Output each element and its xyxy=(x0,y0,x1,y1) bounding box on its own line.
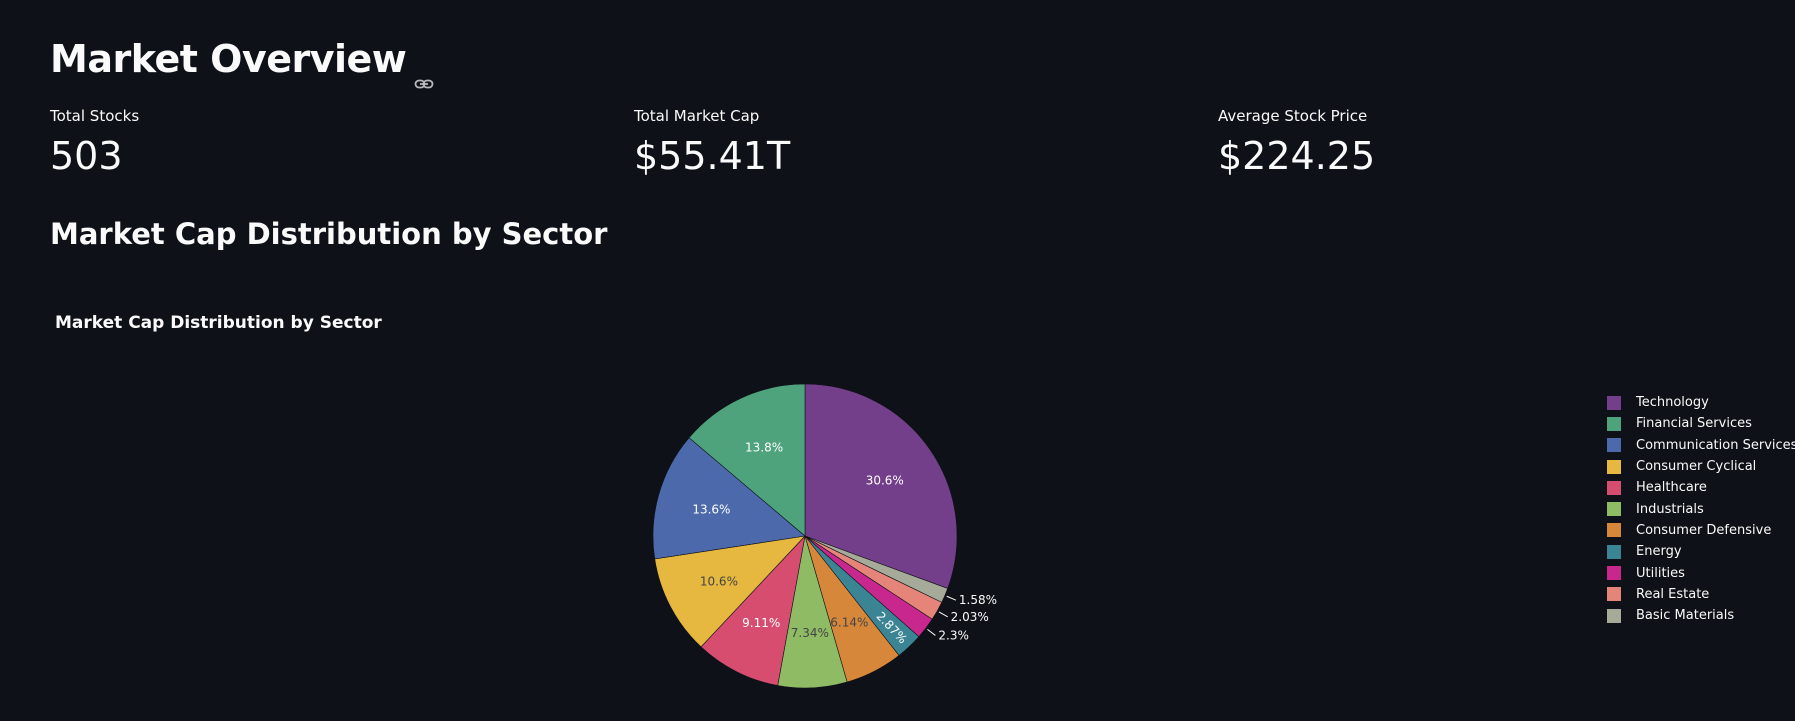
pie-slice-healthcare[interactable] xyxy=(700,535,806,686)
pie-label-industrials: 7.34% xyxy=(791,626,829,640)
pie-slice-consumer-cyclical[interactable] xyxy=(654,535,806,648)
legend-label: Consumer Defensive xyxy=(1636,522,1772,538)
legend-label: Communication Services xyxy=(1636,437,1795,453)
metric-value: $55.41T xyxy=(634,134,791,178)
legend-label: Industrials xyxy=(1636,501,1704,517)
metric-label: Total Stocks xyxy=(50,107,140,125)
metric-label: Average Stock Price xyxy=(1218,107,1368,125)
pie-label-financial-services: 13.8% xyxy=(745,441,783,455)
legend-item-communication-services[interactable]: Communication Services xyxy=(1607,435,1795,456)
pie-slice-technology[interactable] xyxy=(804,383,958,589)
legend-label: Utilities xyxy=(1636,565,1685,581)
legend-swatch xyxy=(1607,608,1621,623)
pie-slice-communication-services[interactable] xyxy=(652,437,806,560)
pie-label-real-estate: 2.03% xyxy=(951,610,989,624)
chart-title: Market Cap Distribution by Sector xyxy=(55,313,382,333)
legend-swatch xyxy=(1607,416,1621,431)
legend-swatch xyxy=(1607,523,1621,538)
section-heading: Market Cap Distribution by Sector xyxy=(50,217,608,251)
pie-label-utilities: 2.3% xyxy=(938,628,969,642)
pie-leader-line xyxy=(938,611,948,618)
legend-label: Energy xyxy=(1636,544,1682,560)
legend-item-basic-materials[interactable]: Basic Materials xyxy=(1607,605,1795,626)
legend-item-industrials[interactable]: Industrials xyxy=(1607,498,1795,519)
legend-swatch xyxy=(1607,502,1621,517)
legend-label: Real Estate xyxy=(1636,586,1710,602)
pie-label-communication-services: 13.6% xyxy=(692,502,730,516)
legend-label: Basic Materials xyxy=(1636,608,1735,624)
pie-leader-line xyxy=(927,628,936,636)
legend-swatch xyxy=(1607,480,1621,495)
metric-total-market-cap: Total Market Cap $55.41T xyxy=(634,106,790,180)
legend-label: Consumer Cyclical xyxy=(1636,459,1757,475)
pie-label-consumer-defensive: 6.14% xyxy=(830,616,868,630)
link-icon[interactable] xyxy=(414,53,434,88)
metric-average-stock-price: Average Stock Price $224.25 xyxy=(1218,106,1375,180)
legend-item-utilities[interactable]: Utilities xyxy=(1607,562,1795,583)
pie-chart[interactable]: Market Cap Distribution by Sector 30.6% 1… xyxy=(0,300,1795,721)
metric-label: Total Market Cap xyxy=(634,107,760,125)
legend-swatch xyxy=(1607,587,1621,602)
pie-label-technology: 30.6% xyxy=(866,473,904,487)
page-title-text: Market Overview xyxy=(50,37,407,81)
pie-leader-line xyxy=(946,595,957,601)
pie-chart-svg[interactable]: 30.6%1.58%2.03%2.3%2.87%6.14%7.34%9.11%1… xyxy=(0,300,1795,721)
legend-swatch xyxy=(1607,566,1621,581)
pie-label-basic-materials: 1.58% xyxy=(959,593,997,607)
pie-slice-financial-services[interactable] xyxy=(688,383,806,537)
metric-total-stocks: Total Stocks 503 xyxy=(50,106,139,180)
metric-value: 503 xyxy=(50,134,123,178)
legend-label: Healthcare xyxy=(1636,480,1707,496)
legend-item-consumer-cyclical[interactable]: Consumer Cyclical xyxy=(1607,456,1795,477)
page-title: Market Overview xyxy=(50,34,434,88)
legend-item-real-estate[interactable]: Real Estate xyxy=(1607,584,1795,605)
chart-legend[interactable]: Technology Financial Services Communicatio… xyxy=(1607,392,1795,626)
legend-item-energy[interactable]: Energy xyxy=(1607,541,1795,562)
legend-item-financial-services[interactable]: Financial Services xyxy=(1607,413,1795,434)
legend-label: Financial Services xyxy=(1636,416,1752,432)
legend-item-technology[interactable]: Technology xyxy=(1607,392,1795,413)
legend-swatch xyxy=(1607,544,1621,559)
legend-swatch xyxy=(1607,395,1621,410)
legend-swatch xyxy=(1607,459,1621,474)
pie-label-consumer-cyclical: 10.6% xyxy=(700,574,738,588)
metric-value: $224.25 xyxy=(1218,134,1376,178)
legend-label: Technology xyxy=(1636,395,1709,411)
pie-label-healthcare: 9.11% xyxy=(742,616,780,630)
legend-item-consumer-defensive[interactable]: Consumer Defensive xyxy=(1607,520,1795,541)
legend-swatch xyxy=(1607,438,1621,453)
legend-item-healthcare[interactable]: Healthcare xyxy=(1607,477,1795,498)
